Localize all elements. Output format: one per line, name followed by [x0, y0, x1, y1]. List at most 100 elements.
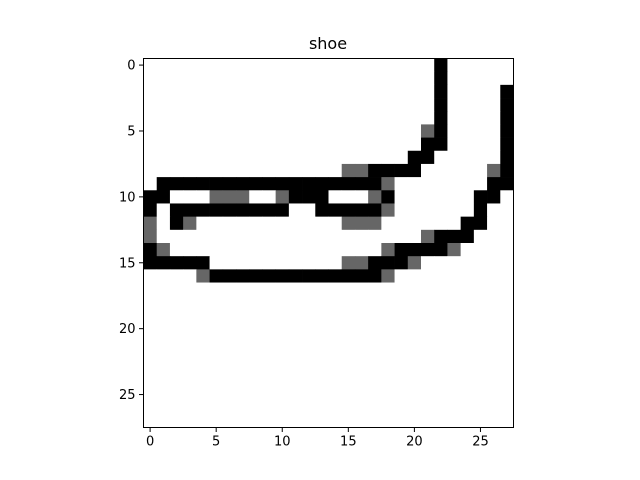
pixel-r25-c3 — [183, 387, 197, 402]
pixel-r26-c24 — [460, 401, 475, 415]
pixel-r5-c4 — [196, 124, 210, 138]
pixel-r0-c0 — [143, 58, 158, 73]
pixel-r7-c24 — [460, 150, 475, 165]
pixel-r5-c20 — [407, 124, 422, 138]
pixel-r24-c14 — [328, 374, 343, 389]
pixel-r23-c13 — [315, 361, 329, 376]
y-tick-label: 10 — [119, 190, 136, 205]
pixel-r7-c8 — [249, 150, 263, 165]
pixel-r13-c21 — [421, 229, 435, 244]
pixel-r27-c10 — [275, 414, 290, 428]
pixel-r8-c2 — [169, 163, 184, 178]
pixel-r17-c23 — [447, 282, 461, 297]
pixel-r25-c19 — [394, 387, 409, 402]
pixel-r16-c5 — [209, 269, 224, 283]
pixel-r8-c20 — [407, 163, 422, 178]
pixel-r11-c17 — [368, 203, 382, 217]
pixel-r12-c23 — [447, 216, 461, 231]
pixel-r0-c18 — [381, 58, 395, 73]
pixel-r1-c26 — [487, 71, 501, 86]
pixel-r6-c0 — [143, 137, 158, 152]
pixel-r3-c20 — [407, 98, 422, 112]
chart-title: shoe — [309, 34, 347, 53]
pixel-r0-c10 — [275, 58, 290, 73]
pixel-r1-c3 — [183, 71, 197, 86]
pixel-r7-c20 — [407, 150, 422, 165]
pixel-r19-c25 — [473, 308, 488, 323]
pixel-r12-c10 — [275, 216, 290, 231]
pixel-r19-c5 — [209, 308, 224, 323]
pixel-r0-c7 — [236, 58, 250, 73]
pixel-r7-c27 — [500, 150, 514, 165]
pixel-r20-c13 — [315, 322, 329, 336]
pixel-r20-c18 — [381, 322, 395, 336]
pixel-r1-c4 — [196, 71, 210, 86]
pixel-r21-c22 — [434, 335, 448, 349]
pixel-r6-c15 — [341, 137, 356, 152]
pixel-r24-c25 — [473, 374, 488, 389]
pixel-r2-c1 — [156, 84, 171, 99]
pixel-r19-c16 — [354, 308, 369, 323]
pixel-r7-c18 — [381, 150, 395, 165]
pixel-r23-c12 — [302, 361, 316, 376]
pixel-r4-c11 — [288, 111, 303, 125]
pixel-r17-c4 — [196, 282, 210, 297]
pixel-r8-c5 — [209, 163, 224, 178]
pixel-r3-c1 — [156, 98, 171, 112]
pixel-r5-c2 — [169, 124, 184, 138]
pixel-r21-c13 — [315, 335, 329, 349]
pixel-r4-c9 — [262, 111, 276, 125]
pixel-r27-c16 — [354, 414, 369, 428]
pixel-r0-c11 — [288, 58, 303, 73]
pixel-r7-c15 — [341, 150, 356, 165]
pixel-r4-c14 — [328, 111, 343, 125]
pixel-r24-c2 — [169, 374, 184, 389]
pixel-r12-c0 — [143, 216, 158, 231]
pixel-r4-c10 — [275, 111, 290, 125]
pixel-r13-c16 — [354, 229, 369, 244]
pixel-r5-c19 — [394, 124, 409, 138]
pixel-r26-c13 — [315, 401, 329, 415]
pixel-r18-c23 — [447, 295, 461, 310]
pixel-r7-c10 — [275, 150, 290, 165]
pixel-r13-c5 — [209, 229, 224, 244]
pixel-r14-c22 — [434, 243, 448, 257]
pixel-r24-c20 — [407, 374, 422, 389]
pixel-r18-c12 — [302, 295, 316, 310]
pixel-r9-c20 — [407, 177, 422, 191]
pixel-r1-c16 — [354, 71, 369, 86]
pixel-r14-c27 — [500, 243, 514, 257]
pixel-r18-c7 — [236, 295, 250, 310]
pixel-r6-c1 — [156, 137, 171, 152]
pixel-r27-c7 — [236, 414, 250, 428]
pixel-r2-c27 — [500, 84, 514, 99]
pixel-r20-c2 — [169, 322, 184, 336]
pixel-r13-c12 — [302, 229, 316, 244]
pixel-r14-c7 — [236, 243, 250, 257]
pixel-r3-c23 — [447, 98, 461, 112]
pixel-r15-c26 — [487, 256, 501, 270]
pixel-r22-c20 — [407, 348, 422, 362]
pixel-r26-c7 — [236, 401, 250, 415]
pixel-r12-c11 — [288, 216, 303, 231]
pixel-r8-c3 — [183, 163, 197, 178]
pixel-r10-c23 — [447, 190, 461, 204]
pixel-r2-c10 — [275, 84, 290, 99]
pixel-r3-c12 — [302, 98, 316, 112]
y-tick-label: 25 — [119, 388, 136, 403]
pixel-r7-c25 — [473, 150, 488, 165]
pixel-r14-c15 — [341, 243, 356, 257]
pixel-r1-c6 — [222, 71, 237, 86]
pixel-r10-c10 — [275, 190, 290, 204]
pixel-r21-c23 — [447, 335, 461, 349]
pixel-r3-c25 — [473, 98, 488, 112]
pixel-r14-c20 — [407, 243, 422, 257]
pixel-r17-c14 — [328, 282, 343, 297]
pixel-r27-c26 — [487, 414, 501, 428]
pixel-r17-c22 — [434, 282, 448, 297]
pixel-r14-c14 — [328, 243, 343, 257]
pixel-r24-c13 — [315, 374, 329, 389]
pixel-r18-c16 — [354, 295, 369, 310]
pixel-r26-c9 — [262, 401, 276, 415]
pixel-r10-c21 — [421, 190, 435, 204]
